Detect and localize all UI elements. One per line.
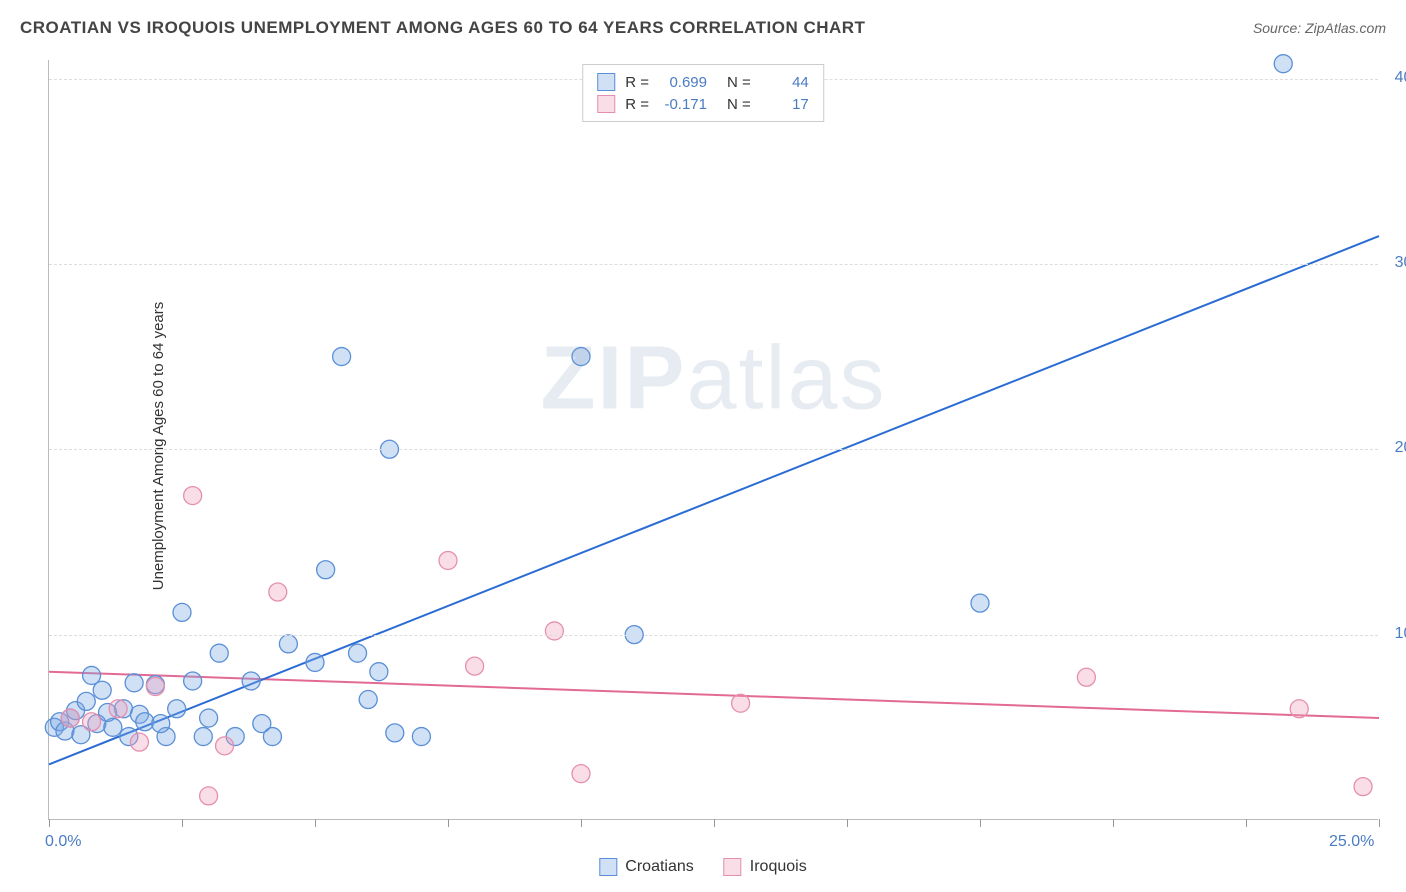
- legend-correlation-box: R = 0.699 N = 44 R = -0.171 N = 17: [582, 64, 824, 122]
- x-tick: [980, 819, 981, 827]
- legend-item: Croatians: [599, 858, 693, 876]
- legend-label: Croatians: [625, 858, 693, 876]
- legend-row: R = 0.699 N = 44: [597, 71, 809, 93]
- x-tick: [1379, 819, 1380, 827]
- gridline: [49, 264, 1378, 265]
- legend-swatch: [724, 858, 742, 876]
- x-tick: [448, 819, 449, 827]
- source-attribution: Source: ZipAtlas.com: [1253, 20, 1386, 36]
- n-value: 44: [761, 74, 809, 91]
- r-value: 0.699: [659, 74, 707, 91]
- x-tick: [847, 819, 848, 827]
- x-tick: [714, 819, 715, 827]
- n-value: 17: [761, 96, 809, 113]
- r-label: R =: [625, 74, 649, 91]
- gridline: [49, 449, 1378, 450]
- n-label: N =: [727, 74, 751, 91]
- legend-item: Iroquois: [724, 858, 807, 876]
- r-label: R =: [625, 96, 649, 113]
- x-tick: [581, 819, 582, 827]
- x-tick-label: 0.0%: [45, 833, 81, 851]
- legend-series: Croatians Iroquois: [599, 858, 806, 876]
- legend-label: Iroquois: [750, 858, 807, 876]
- y-tick-label: 20.0%: [1395, 439, 1406, 457]
- r-value: -0.171: [659, 96, 707, 113]
- legend-row: R = -0.171 N = 17: [597, 93, 809, 115]
- x-tick: [182, 819, 183, 827]
- x-tick: [315, 819, 316, 827]
- y-tick-label: 40.0%: [1395, 69, 1406, 87]
- y-tick-label: 30.0%: [1395, 254, 1406, 272]
- x-tick-label: 25.0%: [1329, 833, 1374, 851]
- x-tick: [1113, 819, 1114, 827]
- legend-swatch: [599, 858, 617, 876]
- x-tick: [1246, 819, 1247, 827]
- n-label: N =: [727, 96, 751, 113]
- legend-swatch: [597, 73, 615, 91]
- y-tick-label: 10.0%: [1395, 625, 1406, 643]
- chart-title: CROATIAN VS IROQUOIS UNEMPLOYMENT AMONG …: [20, 18, 865, 38]
- legend-swatch: [597, 95, 615, 113]
- chart-svg: [49, 60, 1378, 819]
- x-tick: [49, 819, 50, 827]
- plot-area: ZIPatlas 10.0%20.0%30.0%40.0%0.0%25.0%: [48, 60, 1378, 820]
- gridline: [49, 635, 1378, 636]
